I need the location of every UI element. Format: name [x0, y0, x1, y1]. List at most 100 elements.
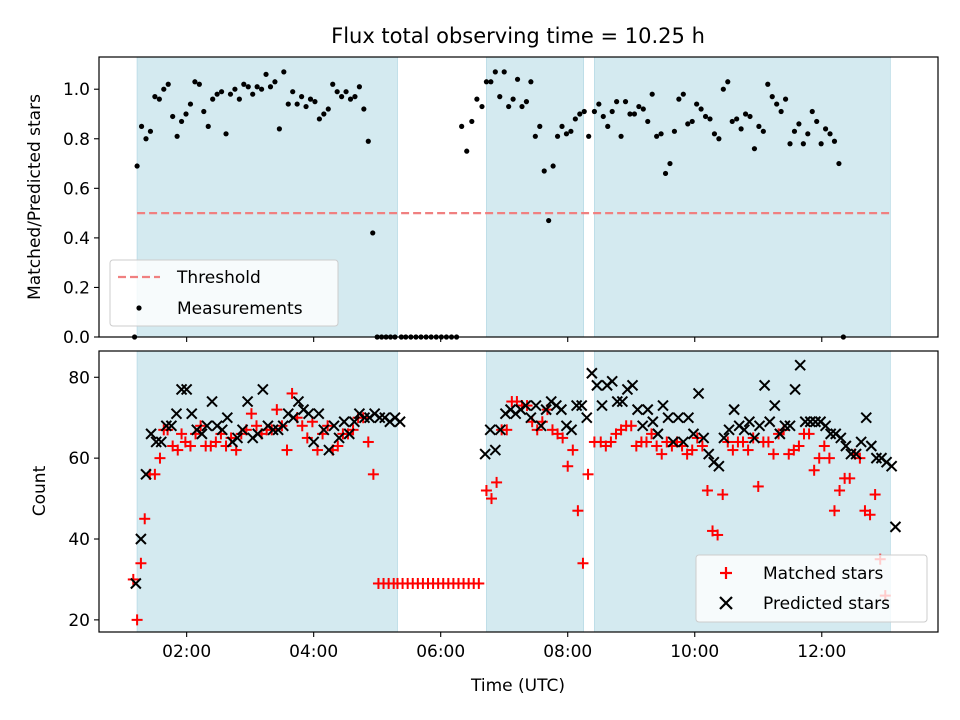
predicted-point	[333, 432, 345, 444]
y-tick-label: 0.8	[63, 130, 90, 150]
measurement-point	[541, 168, 547, 174]
predicted-point	[616, 395, 629, 408]
matched-point	[486, 493, 498, 505]
measurement-point	[474, 96, 480, 102]
predicted-point	[667, 436, 679, 448]
matched-point	[131, 614, 143, 626]
measurement-point	[809, 108, 815, 115]
predicted-point	[313, 407, 325, 420]
measurement-point	[577, 111, 583, 117]
predicted-point	[135, 533, 147, 545]
y-tick-label: 0.2	[63, 278, 90, 298]
matched-point	[818, 440, 830, 452]
predicted-point	[647, 416, 659, 428]
predicted-point	[180, 383, 193, 396]
matched-point	[154, 452, 166, 464]
measurement-point	[698, 106, 704, 112]
x-tick-label: 02:00	[162, 642, 211, 662]
measurement-point	[459, 123, 465, 129]
predicted-point	[155, 436, 167, 448]
measurement-point	[831, 138, 838, 144]
y-tick-label: 0.6	[63, 179, 90, 199]
ratio-panel-frame	[98, 56, 939, 338]
matched-point	[176, 428, 188, 440]
predicted-point	[809, 416, 822, 428]
measurement-point	[614, 99, 620, 105]
predicted-point	[575, 399, 588, 412]
measurement-point	[658, 131, 664, 137]
matched-point	[367, 468, 379, 480]
predicted-point	[789, 383, 801, 396]
predicted-point	[257, 383, 269, 396]
measurement-point	[751, 146, 758, 152]
measurement-point	[702, 113, 709, 120]
predicted-point	[287, 412, 300, 424]
matched-point	[651, 440, 663, 452]
measurement-point	[729, 118, 735, 125]
measurement-point	[559, 123, 565, 129]
measurement-point	[537, 123, 543, 129]
predicted-point	[870, 452, 883, 464]
predicted-point	[631, 403, 644, 416]
measurement-point	[205, 123, 211, 129]
measurement-point	[143, 136, 149, 142]
measurement-point	[267, 84, 274, 90]
matched-point	[828, 505, 840, 517]
predicted-point	[845, 448, 857, 460]
matched-point	[491, 476, 503, 488]
measurements-legend-marker	[136, 305, 142, 311]
measurement-point	[316, 116, 322, 122]
count-y-axis-label: Count	[30, 465, 50, 516]
matched-point	[640, 436, 652, 448]
y-tick-label: 20	[68, 611, 90, 631]
x-axis-label: Time (UTC)	[470, 676, 565, 696]
matched-point	[572, 505, 584, 517]
measurement-point	[343, 89, 349, 95]
measurement-point	[765, 81, 771, 87]
matched-legend-label: Matched stars	[763, 564, 883, 584]
measurement-point	[479, 103, 485, 110]
measurement-point	[223, 131, 229, 137]
predicted-point	[855, 436, 867, 448]
measurement-point	[523, 99, 530, 105]
matched-point	[127, 573, 139, 585]
measurement-point	[347, 96, 354, 102]
predicted-point	[748, 432, 761, 444]
predicted-point	[484, 424, 496, 436]
predicted-point	[799, 416, 811, 428]
measurement-point	[622, 99, 629, 105]
predicted-point	[570, 399, 583, 412]
measurement-point	[805, 131, 811, 137]
predicted-point	[565, 424, 578, 436]
measurement-point	[532, 133, 538, 139]
predicted-point	[140, 468, 152, 481]
observing-window	[486, 56, 585, 338]
matched-point	[184, 440, 196, 452]
predicted-point	[672, 412, 684, 424]
measurement-point	[227, 91, 234, 97]
measurement-point	[662, 170, 669, 177]
matched-point	[808, 464, 820, 476]
matched-point	[813, 452, 825, 464]
measurement-point	[339, 94, 345, 100]
predicted-point	[525, 412, 537, 424]
matched-point	[727, 444, 739, 456]
predicted-point	[718, 432, 730, 444]
predicted-point	[292, 395, 305, 408]
matched-point	[473, 577, 485, 589]
matched-point	[742, 444, 754, 456]
measurement-point	[707, 116, 713, 122]
predicted-point	[150, 436, 162, 448]
x-tick-label: 04:00	[289, 642, 338, 662]
predicted-point	[323, 444, 335, 456]
predicted-point	[343, 428, 355, 440]
measurement-point	[667, 160, 673, 167]
measurement-point	[356, 84, 363, 90]
measurement-point	[563, 131, 570, 137]
measurement-point	[312, 99, 318, 105]
predicted-point	[596, 399, 608, 412]
measurement-point	[618, 133, 624, 139]
measurement-point	[600, 113, 606, 120]
predicted-point	[606, 375, 618, 388]
